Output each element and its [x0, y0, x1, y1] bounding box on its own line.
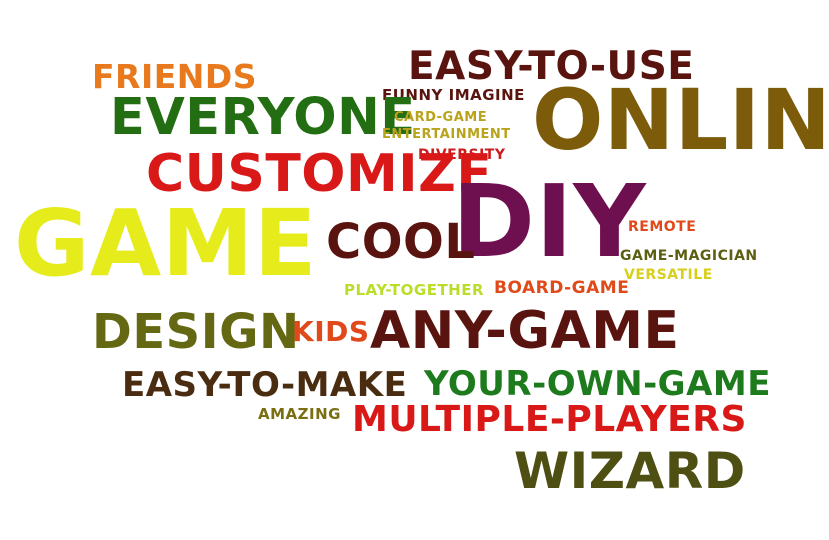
word-versatile: VERSATILE [624, 267, 713, 283]
word-remote: REMOTE [628, 219, 697, 235]
word-funny-imagine: FUNNY IMAGINE [382, 86, 525, 104]
word-design: DESIGN [92, 304, 300, 360]
word-friends: FRIENDS [92, 57, 258, 96]
word-any-game: ANY-GAME [370, 301, 680, 361]
word-card-game: CARD-GAME [394, 110, 488, 125]
word-multiple-players: MULTIPLE-PLAYERS [352, 399, 747, 440]
word-diy: DIY [452, 163, 647, 280]
word-easy-to-use: EASY-TO-USE [408, 44, 695, 89]
word-customize: CUSTOMIZE [146, 144, 493, 204]
word-your-own-game: YOUR-OWN-GAME [424, 364, 771, 404]
word-cool: COOL [326, 214, 476, 270]
word-amazing: AMAZING [258, 405, 341, 423]
word-game-magician: GAME-MAGICIAN [620, 248, 758, 264]
word-game: GAME [14, 190, 318, 297]
word-kids: KIDS [292, 315, 370, 348]
word-board-game: BOARD-GAME [494, 278, 630, 298]
word-wizard: WIZARD [514, 442, 746, 500]
word-entertainment: ENTERTAINMENT [382, 127, 511, 142]
word-easy-to-make: EASY-TO-MAKE [122, 365, 408, 405]
word-everyone: EVERYONE [110, 88, 416, 147]
word-diversity: DIVERSITY [418, 147, 506, 163]
word-online: ONLINE [532, 71, 829, 169]
word-play-together: PLAY-TOGETHER [344, 281, 485, 299]
